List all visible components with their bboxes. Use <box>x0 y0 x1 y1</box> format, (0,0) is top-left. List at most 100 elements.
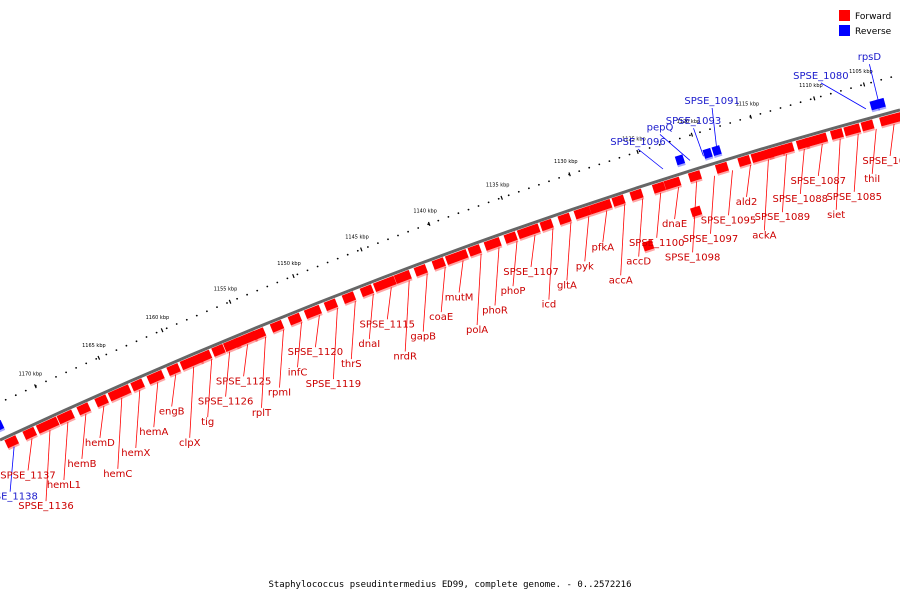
scale-tick <box>636 149 639 154</box>
scale-dot <box>729 122 732 124</box>
leader-line <box>512 241 518 287</box>
scale-dot <box>175 323 178 325</box>
leader-line <box>889 123 895 157</box>
leader-line <box>659 134 691 161</box>
leader-line <box>869 64 880 106</box>
forward-gene-block <box>588 198 614 217</box>
forward-gene-block <box>539 218 555 234</box>
leader-line <box>297 322 302 368</box>
scale-tick <box>427 221 431 227</box>
forward-gene-block <box>843 123 862 139</box>
scale-dot <box>95 358 98 360</box>
forward-gene-block <box>690 205 703 220</box>
gene-label-pola: polA <box>466 325 488 336</box>
gene-label-spse-1091: SPSE_1091 <box>684 96 740 107</box>
leader-line <box>782 154 787 213</box>
forward-gene-block <box>629 188 645 203</box>
scale-dot <box>588 166 591 169</box>
scale-tick <box>813 96 816 101</box>
scale-tick <box>360 247 363 252</box>
scale-dot <box>135 340 138 343</box>
scale-dot <box>306 269 309 272</box>
gene-label-acca: accA <box>609 275 633 286</box>
scale-dot <box>689 134 691 137</box>
gene-label-hemx: hemX <box>121 448 150 459</box>
scale-tick <box>34 384 37 389</box>
leader-line <box>853 133 859 192</box>
leader-line <box>476 253 482 326</box>
genome-backbone <box>0 108 900 442</box>
leader-line <box>728 170 733 216</box>
gene-label-pyk: pyk <box>576 261 594 272</box>
leader-line <box>746 164 751 197</box>
forward-gene-block <box>413 263 429 279</box>
reverse-gene-block <box>702 147 714 161</box>
scale-dots <box>4 76 893 401</box>
scale-tick-label: 1115 kbp <box>736 101 760 107</box>
scale-dot <box>85 362 88 365</box>
gene-label-phop: phoP <box>501 286 526 297</box>
scale-dot <box>870 81 872 84</box>
scale-tick-label: 1125 kbp <box>622 137 646 143</box>
gene-label-spse-1087: SPSE_1087 <box>791 176 847 187</box>
gene-label-spse-1119: SPSE_1119 <box>306 379 362 390</box>
gene-label-spse-1100: SPSE_1100 <box>629 238 685 249</box>
legend-forward-swatch <box>839 10 850 21</box>
gene-label-spse-1089: SPSE_1089 <box>755 212 811 223</box>
gene-label-icd: icd <box>542 300 557 311</box>
gene-label-thrs: thrS <box>341 359 362 370</box>
scale-tick-label: 1110 kbp <box>799 83 823 89</box>
leader-line <box>711 107 718 153</box>
scale-dot <box>850 87 852 89</box>
scale-dot <box>789 104 792 106</box>
leader-line <box>566 222 572 281</box>
scale-dot <box>407 230 409 233</box>
leader-line <box>458 260 464 293</box>
gene-label-coae: coaE <box>429 312 453 323</box>
forward-gene-block <box>557 212 573 227</box>
leader-line <box>656 192 662 238</box>
forward-gene-block <box>287 312 303 328</box>
gene-label-spse-1098: SPSE_1098 <box>665 252 721 263</box>
gene-label-spse-1137: SPSE_1137 <box>0 470 56 481</box>
gene-label-clpx: clpX <box>179 438 201 449</box>
leader-line <box>207 359 213 418</box>
gene-label-spse-1126: SPSE_1126 <box>198 397 254 408</box>
gene-label-hemc: hemC <box>103 469 132 480</box>
scale-dot <box>346 253 349 256</box>
gene-label-dnai: dnaI <box>358 339 380 350</box>
legend-reverse-label: Reverse <box>855 27 892 37</box>
gene-label-spse-1115: SPSE_1115 <box>360 319 416 330</box>
scale-dot <box>699 131 701 134</box>
leader-line <box>693 128 704 157</box>
scale-tick-label: 1130 kbp <box>554 159 578 165</box>
forward-gene-block <box>516 223 542 242</box>
gene-label-gapb: gapB <box>410 332 436 343</box>
scale-dot <box>356 249 359 252</box>
leader-line <box>548 228 554 300</box>
forward-gene-block <box>503 231 519 246</box>
forward-gene-block <box>573 205 593 222</box>
leader-line <box>674 187 679 220</box>
gene-label-spse-1107: SPSE_1107 <box>503 267 559 278</box>
leader-line <box>835 138 841 210</box>
scale-dot <box>548 180 550 183</box>
gene-label-nrdr: nrdR <box>393 352 417 363</box>
leader-line <box>117 397 123 469</box>
gene-label-pepq: pepQ <box>647 122 674 133</box>
scale-dot <box>860 84 862 87</box>
scale-dot <box>326 261 329 264</box>
forward-gene-block <box>303 304 323 321</box>
scale-dot <box>628 153 631 156</box>
scale-dot <box>105 353 108 356</box>
leader-line <box>764 159 769 231</box>
scale-tick-label: 1105 kbp <box>849 69 873 75</box>
leader-line <box>404 280 410 352</box>
scale-tick <box>228 299 232 304</box>
reverse-gene-block <box>0 419 6 434</box>
scale-dot <box>678 137 681 140</box>
gene-label-siet: siet <box>827 210 845 221</box>
scale-dot <box>658 143 661 146</box>
